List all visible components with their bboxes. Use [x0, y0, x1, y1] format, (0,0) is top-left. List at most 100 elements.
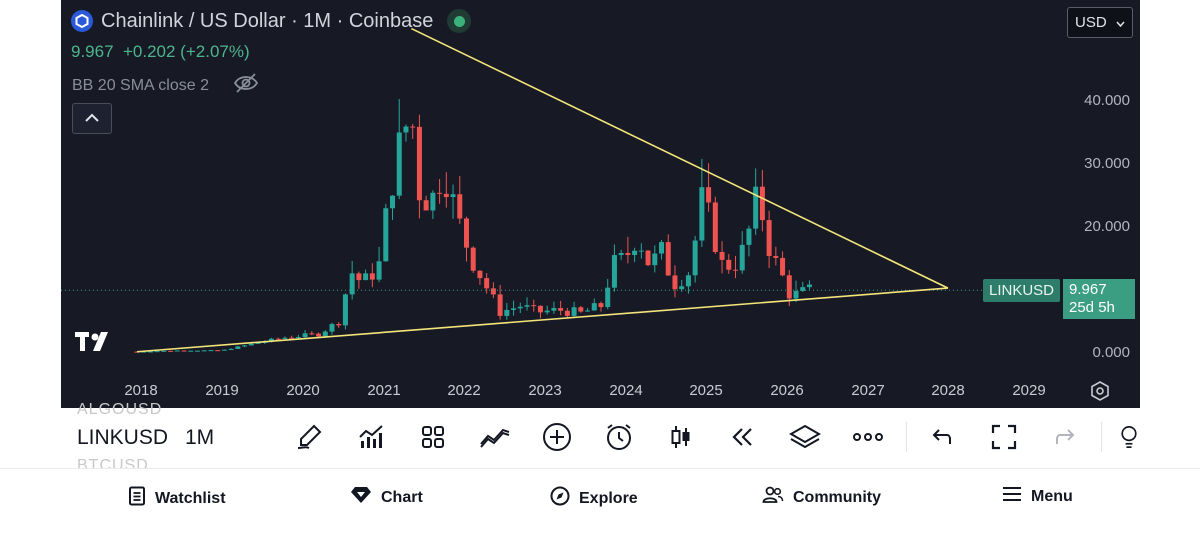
replay-icon[interactable] — [726, 420, 760, 454]
candle-body — [706, 187, 712, 203]
candle-body — [739, 244, 745, 271]
candle-body — [780, 257, 786, 276]
last-price-value: 9.967 — [1069, 281, 1107, 298]
candle-body — [806, 284, 812, 288]
watchlist-icon — [128, 486, 146, 511]
candle-body — [141, 351, 147, 353]
candle-body — [490, 288, 496, 295]
add-icon[interactable] — [540, 420, 574, 454]
nav-menu[interactable]: Menu — [1002, 486, 1073, 507]
candle-body — [188, 350, 194, 352]
layers-icon[interactable] — [788, 420, 822, 454]
chart-panel[interactable]: Chainlink / US Dollar · 1M · Coinbase 9.… — [61, 0, 1140, 408]
time-tick: 2024 — [609, 382, 643, 399]
candle-body — [759, 186, 765, 221]
indicators-icon[interactable] — [354, 420, 388, 454]
candle-body — [504, 309, 510, 316]
price-tick: 30.000 — [1084, 155, 1130, 172]
candle-body — [390, 195, 396, 209]
nav-explore[interactable]: Explore — [550, 486, 638, 511]
trendline-lower[interactable] — [136, 287, 949, 353]
candle-body — [403, 126, 409, 133]
templates-icon[interactable] — [416, 420, 450, 454]
time-tick: 2023 — [528, 382, 562, 399]
more-icon[interactable] — [851, 420, 885, 454]
candle-body — [773, 255, 779, 258]
collapse-legend-button[interactable] — [72, 103, 112, 134]
nav-menu-label: Menu — [1031, 487, 1073, 505]
candle-body — [558, 308, 564, 311]
candle-style-icon[interactable] — [664, 420, 698, 454]
candle-body — [585, 310, 591, 312]
candle-body — [363, 273, 369, 281]
candle-body — [571, 307, 577, 316]
candle-body — [517, 306, 523, 309]
trendline-upper[interactable] — [410, 27, 949, 289]
candle-body — [537, 305, 543, 313]
candle-body — [800, 287, 806, 291]
fullscreen-icon[interactable] — [987, 420, 1021, 454]
alert-icon[interactable] — [602, 420, 636, 454]
time-tick: 2019 — [205, 382, 239, 399]
brush-icon[interactable] — [292, 420, 326, 454]
compass-icon — [550, 486, 570, 511]
price-tick: 0.000 — [1092, 344, 1130, 361]
price-change: 9.967 +0.202 (+2.07%) — [71, 42, 250, 61]
eye-off-icon[interactable] — [233, 72, 259, 99]
candle-body — [369, 273, 375, 280]
compare-icon[interactable] — [478, 420, 512, 454]
candle-body — [430, 192, 436, 211]
community-icon — [762, 486, 784, 509]
tradingview-logo-icon[interactable] — [75, 330, 115, 357]
candle-body — [289, 337, 295, 339]
chart-title-row[interactable]: Chainlink / US Dollar · 1M · Coinbase — [71, 9, 472, 33]
time-tick: 2027 — [851, 382, 885, 399]
candle-body — [732, 269, 738, 271]
redo-icon[interactable] — [1049, 420, 1083, 454]
candle-body — [477, 270, 483, 279]
candle-body — [309, 333, 315, 335]
price-chart[interactable] — [61, 0, 1140, 408]
candle-body — [194, 350, 200, 352]
bulb-icon[interactable] — [1118, 420, 1140, 454]
candle-body — [201, 350, 207, 352]
chainlink-logo-icon — [71, 10, 93, 32]
candle-body — [268, 338, 274, 342]
nav-chart[interactable]: Chart — [350, 486, 423, 509]
candle-body — [524, 305, 530, 307]
candle-body — [598, 303, 604, 308]
candle-body — [531, 305, 537, 307]
candle-body — [679, 286, 685, 290]
candle-body — [302, 333, 308, 338]
nav-watchlist[interactable]: Watchlist — [128, 486, 226, 511]
chevron-down-icon — [1116, 14, 1125, 31]
indicator-legend[interactable]: BB 20 SMA close 2 — [72, 72, 259, 99]
undo-icon[interactable] — [924, 420, 958, 454]
nav-chart-label: Chart — [381, 488, 423, 506]
candle-body — [376, 261, 382, 280]
currency-select[interactable]: USD — [1067, 7, 1133, 38]
symbol-button[interactable]: LINKUSD — [77, 426, 169, 449]
candle-body — [443, 193, 449, 198]
candle-body — [242, 345, 248, 347]
time-tick: 2020 — [286, 382, 320, 399]
candle-body — [181, 350, 187, 352]
nav-community-label: Community — [793, 488, 881, 506]
candle-body — [652, 253, 658, 266]
candle-body — [336, 324, 342, 326]
candle-body — [221, 349, 227, 351]
symbol-title: Chainlink / US Dollar · 1M · Coinbase — [101, 9, 434, 32]
time-tick: 2018 — [124, 382, 158, 399]
chevron-up-icon — [84, 110, 100, 128]
nav-community[interactable]: Community — [762, 486, 881, 509]
candle-countdown: 25d 5h — [1069, 299, 1115, 316]
candle-body — [685, 275, 691, 287]
settings-icon[interactable] — [1089, 380, 1111, 402]
candle-body — [396, 132, 402, 196]
candle-body — [484, 278, 490, 289]
interval-button[interactable]: 1M — [185, 426, 215, 449]
candle-body — [692, 240, 698, 276]
candle-body — [544, 310, 550, 313]
time-tick: 2021 — [367, 382, 401, 399]
candle-body — [672, 275, 678, 290]
